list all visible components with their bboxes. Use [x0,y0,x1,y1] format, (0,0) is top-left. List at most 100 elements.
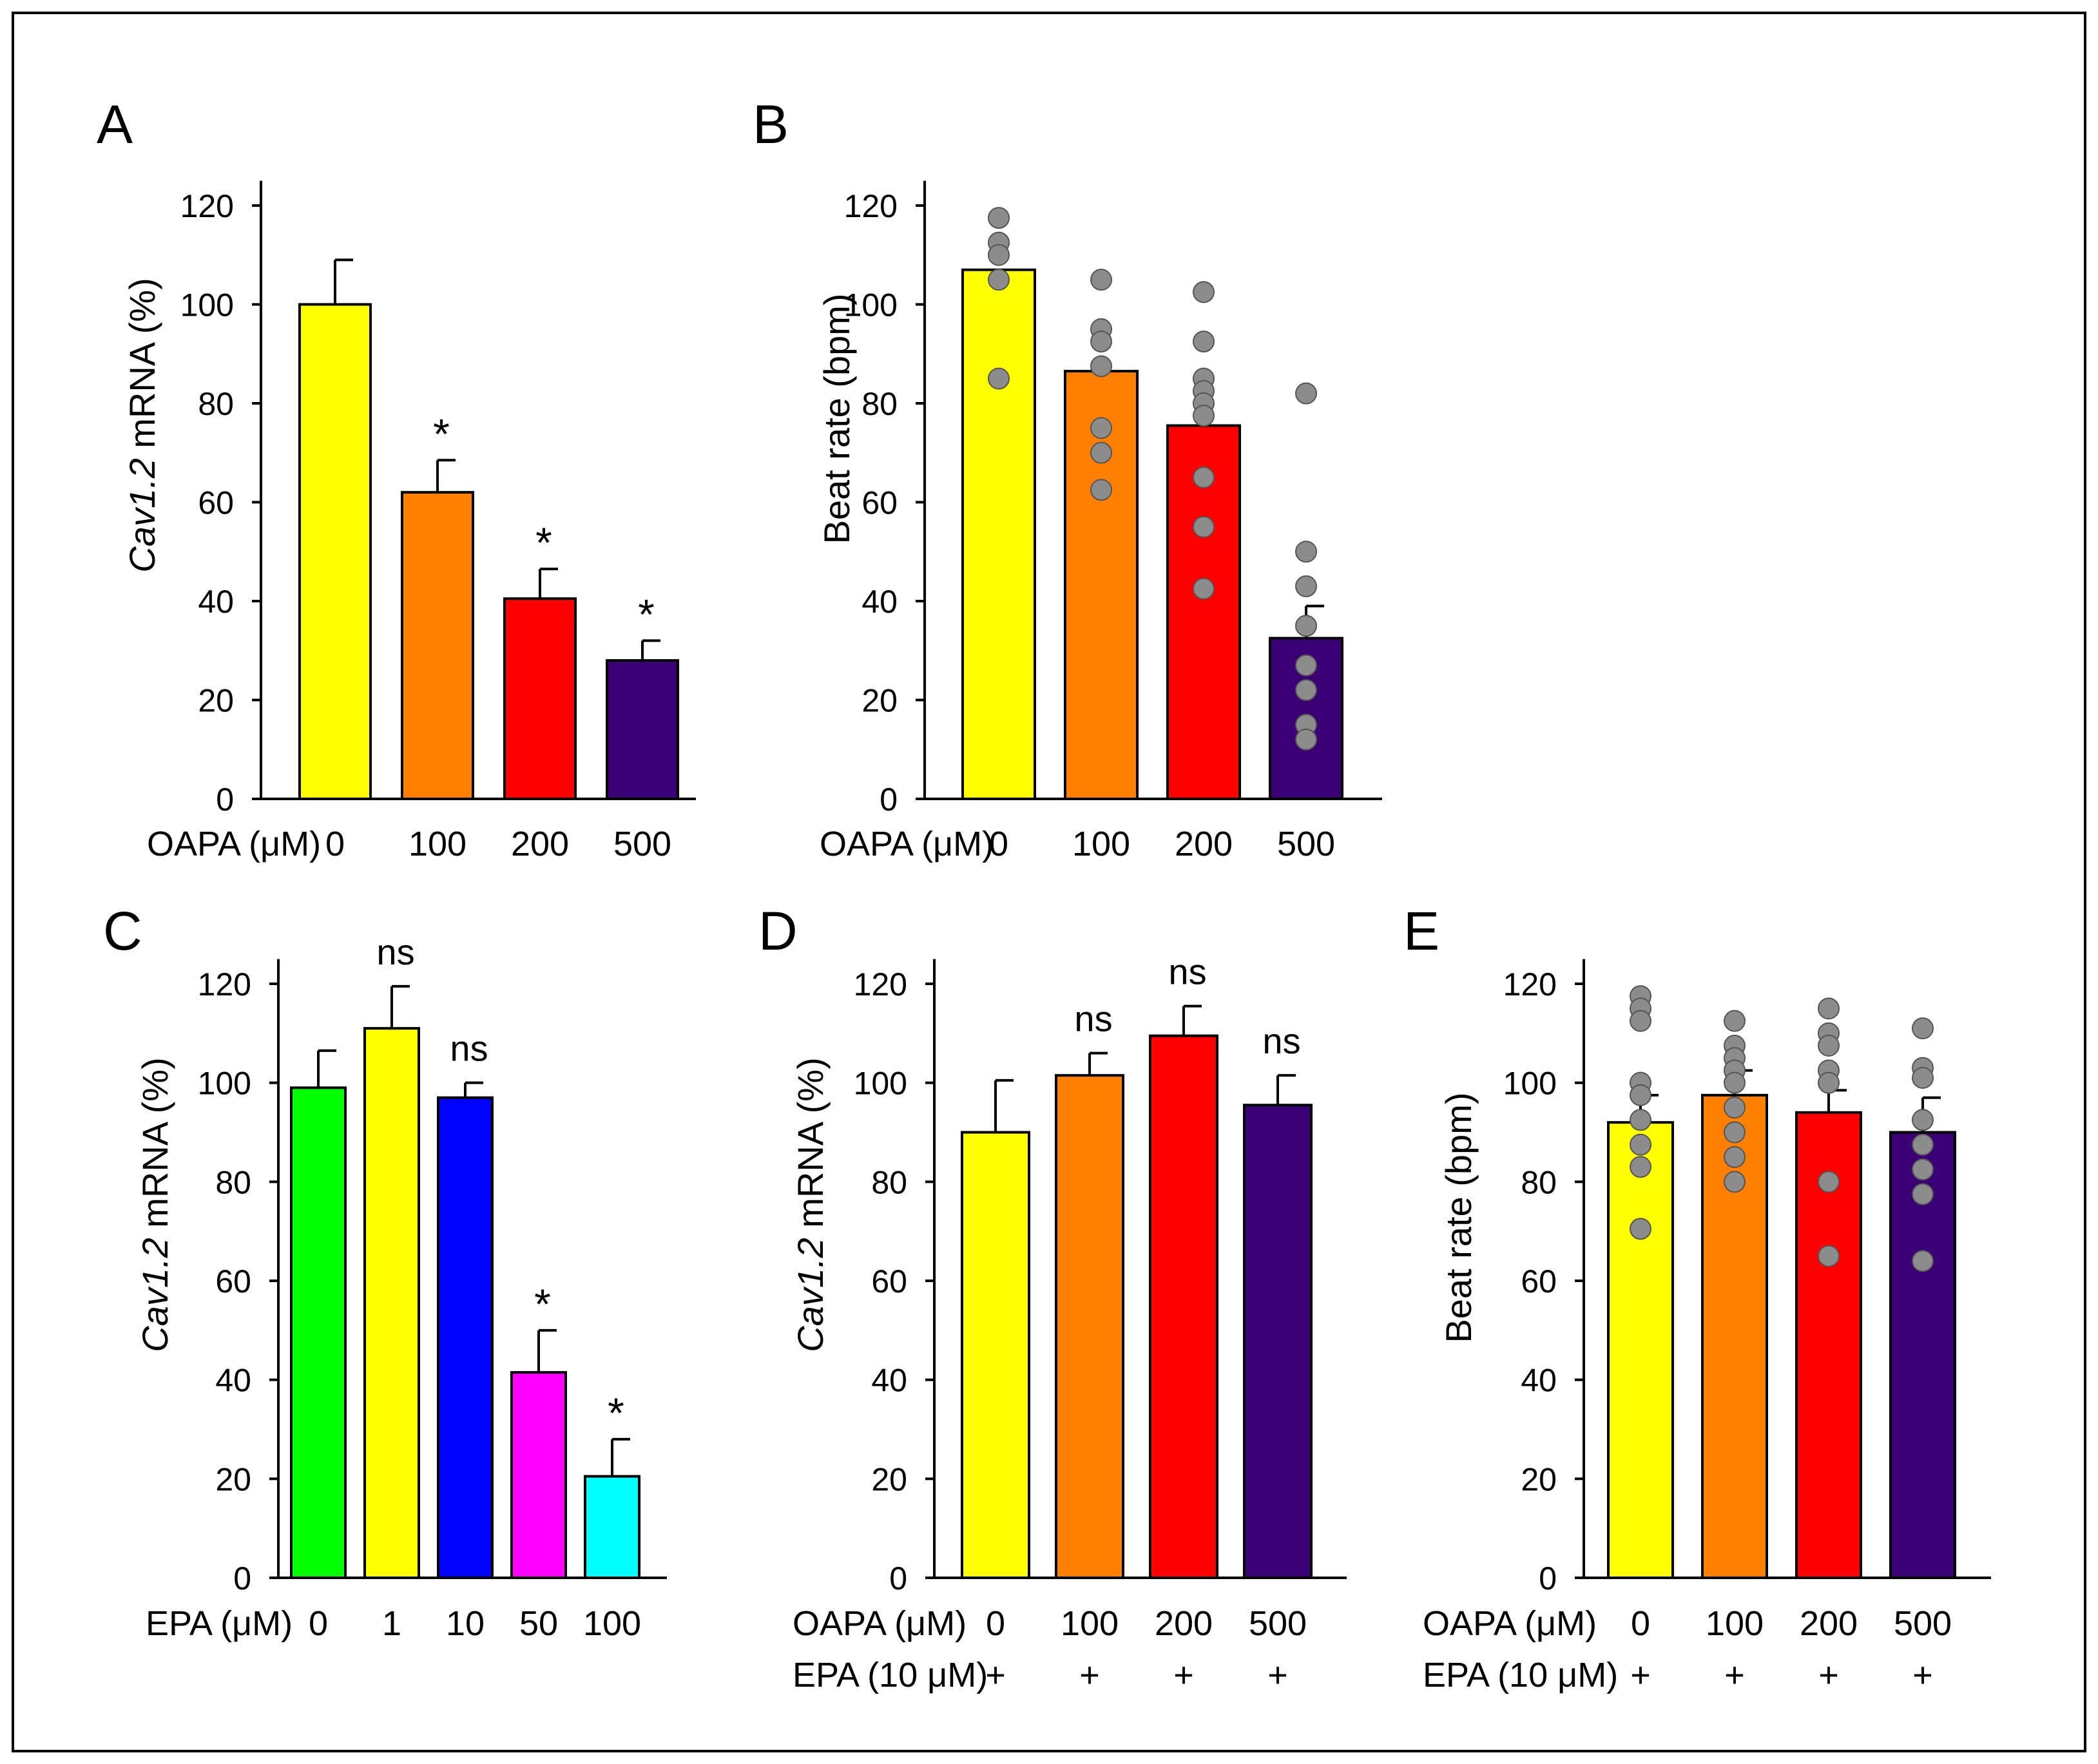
bar [1607,1121,1674,1579]
x-tick-label: + [1912,1656,1933,1694]
y-tick-label: 80 [215,1164,251,1200]
x-tick-label: 10 [446,1604,485,1643]
data-point [1193,577,1215,600]
x-row-label: EPA (μM) [146,1604,293,1643]
x-row-label: OAPA (μM) [793,1604,967,1643]
significance-label: * [638,590,655,638]
y-tick-label: 40 [215,1363,251,1399]
x-tick-label: + [1724,1656,1745,1694]
data-point [1090,479,1112,501]
data-point [1724,1071,1746,1094]
y-tick-label: 60 [871,1263,907,1299]
x-tick-label: 100 [409,825,467,863]
data-point [1193,405,1215,427]
y-tick-label: 120 [844,188,898,224]
data-point [1724,1097,1746,1119]
x-tick-label: 0 [989,825,1008,863]
bar [503,597,577,800]
bar [363,1027,420,1579]
x-tick-label: + [1173,1656,1194,1694]
x-tick-label: + [1267,1656,1288,1694]
x-tick-label: 500 [1277,825,1335,863]
panel-label-e: E [1403,901,1439,961]
data-point [1090,269,1112,291]
bar [1055,1074,1124,1580]
y-tick-label: 40 [1521,1363,1557,1399]
data-point [1724,1146,1746,1168]
data-point [1630,1133,1651,1156]
data-point [1090,331,1112,353]
x-tick-label: 100 [1061,1604,1119,1643]
bar [1243,1104,1313,1580]
significance-label: * [433,410,450,457]
y-tick-label: 80 [861,386,898,422]
data-point [988,207,1010,229]
panel-label-a: A [97,94,133,155]
x-row-label: EPA (10 μM) [1423,1656,1618,1694]
bar [1149,1034,1218,1580]
data-point [1818,1071,1840,1094]
bar [510,1371,567,1579]
data-point [1090,417,1112,439]
significance-label: ns [376,932,414,972]
data-point [1912,1109,1934,1131]
y-tick-label: 40 [871,1363,907,1399]
data-point [1724,1121,1746,1144]
significance-label: * [535,519,552,566]
data-point [1630,1156,1651,1178]
data-point [1193,466,1215,489]
bar [401,491,474,801]
y-tick-label: 0 [889,1560,907,1596]
x-tick-label: 500 [613,825,671,863]
panel-label-c: C [103,901,142,961]
y-axis-label: Cav1.2 mRNA (%) [790,1057,831,1352]
data-point [1193,281,1215,303]
y-tick-label: 100 [854,1066,907,1102]
x-tick-label: 500 [1249,1604,1307,1643]
x-tick-label: 200 [1175,825,1233,863]
chart-e: 0 20 40 60 80 100 120 Beat rate (bpm) OAPA (μM) 0… [1423,959,1991,1694]
data-point [1295,382,1317,405]
y-tick-label: 0 [216,781,234,818]
significance-label: ns [1074,999,1112,1039]
y-tick-label: 60 [198,485,234,521]
y-axis-label: Beat rate (bpm) [1438,1092,1479,1343]
data-point [1090,355,1112,378]
data-point [1724,1171,1746,1193]
bar [961,1131,1030,1579]
data-point [988,269,1010,291]
chart-d: 0 20 40 60 80 100 120 Cav1.2 mRNA (%) ns ns ns OAPA… [790,952,1347,1694]
y-tick-label: 100 [198,1066,251,1102]
data-point [1912,1133,1934,1156]
y-tick-label: 40 [198,584,234,620]
chart-a: 0 20 40 60 80 100 120 Cav1.2 mRNA (%) * * * OAPA (μ… [122,180,696,863]
y-tick-label: 20 [861,683,898,719]
x-tick-label: 1 [382,1604,401,1643]
x-tick-label: 0 [986,1604,1005,1643]
y-tick-label: 20 [215,1461,251,1497]
data-point [1295,575,1317,597]
significance-label: * [534,1280,551,1328]
data-point [1818,1245,1840,1267]
x-tick-label: + [1079,1656,1100,1694]
x-tick-label: 100 [583,1604,641,1643]
y-tick-label: 60 [215,1263,251,1299]
y-tick-label: 0 [1539,1560,1557,1596]
x-tick-label: 0 [325,825,345,863]
y-tick-label: 0 [233,1560,251,1596]
data-point [1630,1084,1651,1106]
x-tick-label: 200 [1155,1604,1213,1643]
data-point [1912,1017,1934,1040]
y-tick-label: 80 [198,386,234,422]
data-point [1295,679,1317,702]
panel-label-b: B [753,94,789,155]
y-tick-label: 60 [861,485,898,521]
significance-label: ns [1168,952,1206,992]
data-point [1295,615,1317,637]
y-tick-label: 20 [871,1461,907,1497]
x-tick-label: 500 [1894,1604,1952,1643]
y-tick-label: 100 [180,287,234,323]
significance-label: ns [450,1028,488,1069]
